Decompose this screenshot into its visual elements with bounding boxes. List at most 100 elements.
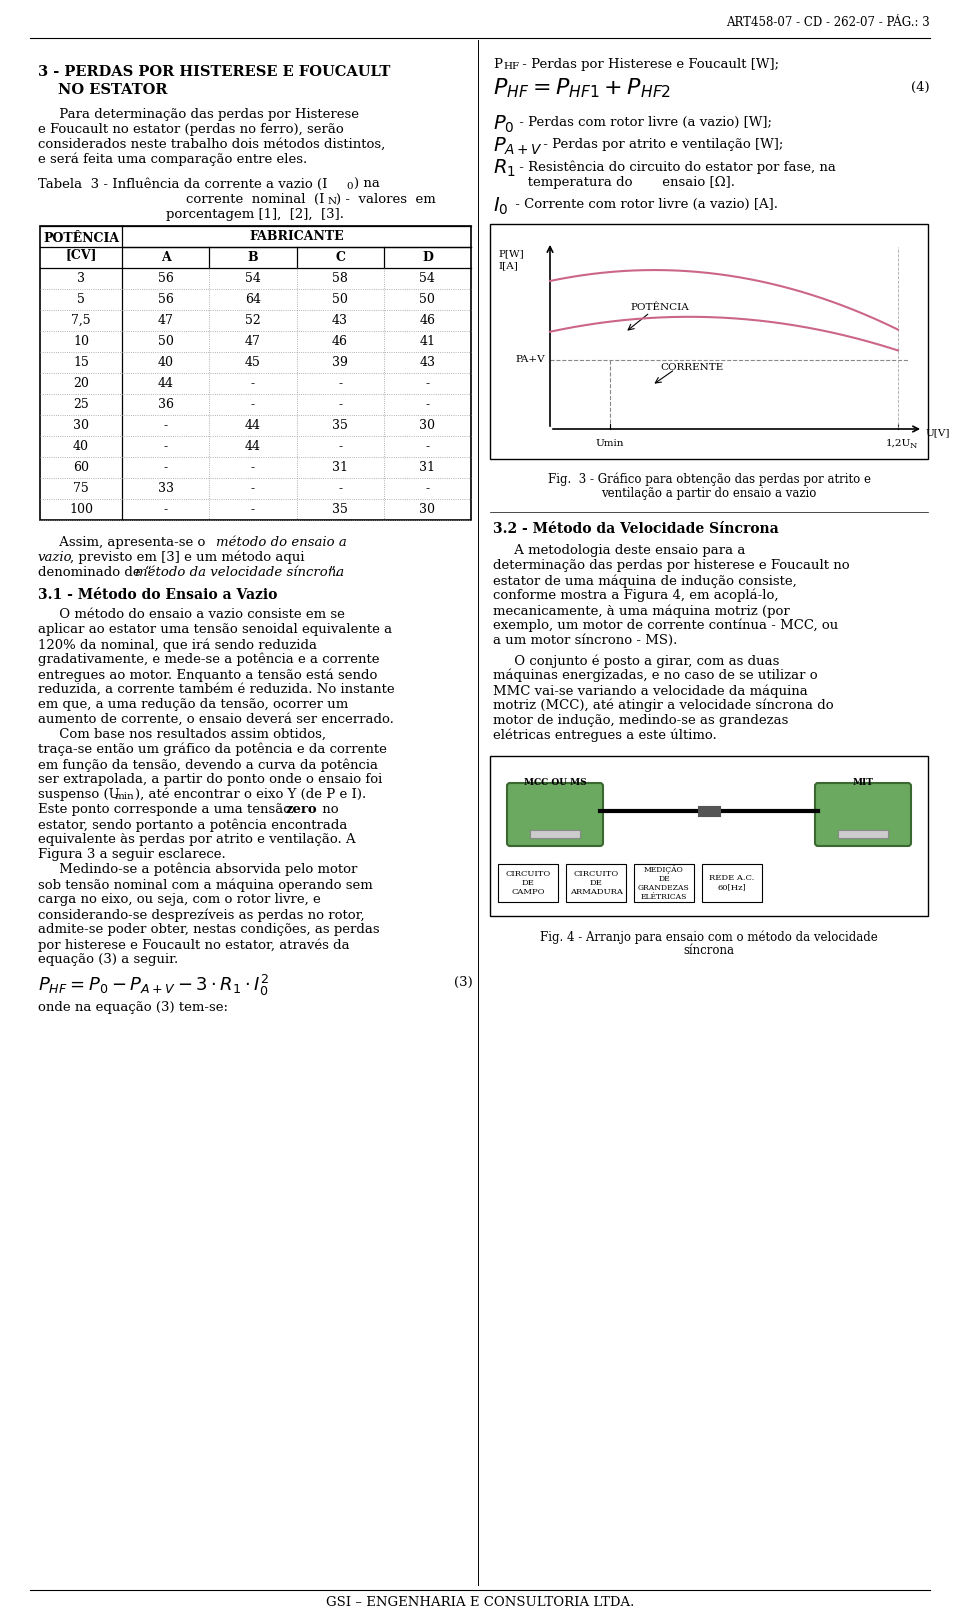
Text: Tabela  3 - Influência da corrente a vazio (I: Tabela 3 - Influência da corrente a vazi… — [38, 177, 327, 192]
Text: e será feita uma comparação entre eles.: e será feita uma comparação entre eles. — [38, 153, 307, 166]
Text: no: no — [318, 802, 339, 817]
Text: 36: 36 — [157, 398, 174, 411]
Text: -: - — [163, 461, 168, 474]
Text: A: A — [160, 251, 171, 264]
Text: 50: 50 — [420, 293, 435, 306]
Bar — [40, 226, 471, 520]
Text: -: - — [251, 377, 255, 390]
Text: -: - — [251, 461, 255, 474]
Text: N: N — [327, 197, 337, 206]
Bar — [702, 863, 762, 902]
Bar — [490, 224, 928, 459]
Text: HF: HF — [503, 61, 519, 71]
Text: D: D — [422, 251, 433, 264]
Text: 31: 31 — [332, 461, 348, 474]
Text: -: - — [425, 398, 429, 411]
Text: 35: 35 — [332, 419, 348, 432]
Text: 75: 75 — [73, 482, 89, 495]
Text: -: - — [163, 419, 168, 432]
Text: P[W]: P[W] — [498, 250, 524, 258]
Text: CORRENTE: CORRENTE — [660, 362, 723, 372]
Text: 25: 25 — [73, 398, 89, 411]
Text: 44: 44 — [245, 440, 261, 453]
Text: 15: 15 — [73, 356, 89, 369]
Text: 39: 39 — [332, 356, 348, 369]
Bar — [838, 830, 888, 838]
Text: Este ponto corresponde a uma tensão: Este ponto corresponde a uma tensão — [38, 802, 296, 817]
Text: 30: 30 — [420, 503, 436, 516]
Text: exemplo, um motor de corrente contínua - MCC, ou: exemplo, um motor de corrente contínua -… — [493, 619, 838, 633]
Text: -: - — [425, 377, 429, 390]
Text: ) -  valores  em: ) - valores em — [335, 193, 435, 206]
Text: N: N — [910, 441, 918, 449]
Bar — [634, 863, 694, 902]
Text: 56: 56 — [157, 272, 174, 285]
Text: 7,5: 7,5 — [71, 314, 91, 327]
Text: C: C — [335, 251, 346, 264]
Text: -: - — [251, 482, 255, 495]
Bar — [498, 863, 558, 902]
Text: 35: 35 — [332, 503, 348, 516]
Text: 3: 3 — [77, 272, 85, 285]
Text: O conjunto é posto a girar, com as duas: O conjunto é posto a girar, com as duas — [493, 654, 780, 667]
Text: 100: 100 — [69, 503, 93, 516]
Text: 30: 30 — [73, 419, 89, 432]
Text: 31: 31 — [420, 461, 436, 474]
Text: Fig. 4 - Arranjo para ensaio com o método da velocidade: Fig. 4 - Arranjo para ensaio com o métod… — [540, 930, 877, 944]
Text: ART458-07 - CD - 262-07 - PÁG.: 3: ART458-07 - CD - 262-07 - PÁG.: 3 — [727, 16, 930, 29]
Text: 50: 50 — [157, 335, 174, 348]
Text: em que, a uma redução da tensão, ocorrer um: em que, a uma redução da tensão, ocorrer… — [38, 698, 348, 710]
Text: 41: 41 — [420, 335, 436, 348]
Text: P: P — [493, 58, 502, 71]
Text: 43: 43 — [332, 314, 348, 327]
Text: 43: 43 — [420, 356, 436, 369]
Text: ser extrapolada, a partir do ponto onde o ensaio foi: ser extrapolada, a partir do ponto onde … — [38, 773, 382, 786]
Text: , previsto em [3] e um método aqui: , previsto em [3] e um método aqui — [70, 551, 304, 564]
Text: A metodologia deste ensaio para a: A metodologia deste ensaio para a — [493, 545, 745, 557]
Text: 0: 0 — [346, 182, 352, 192]
Text: $R_1$: $R_1$ — [493, 158, 516, 179]
Text: sob tensão nominal com a máquina operando sem: sob tensão nominal com a máquina operand… — [38, 878, 372, 891]
Text: ”.: ”. — [328, 565, 339, 578]
Text: gradativamente, e mede-se a potência e a corrente: gradativamente, e mede-se a potência e a… — [38, 652, 379, 667]
Text: REDE A.C.
60[Hz]: REDE A.C. 60[Hz] — [709, 875, 755, 891]
Text: Figura 3 a seguir esclarece.: Figura 3 a seguir esclarece. — [38, 847, 226, 860]
Text: a um motor síncrono - MS).: a um motor síncrono - MS). — [493, 635, 678, 648]
Text: B: B — [248, 251, 258, 264]
Text: -: - — [163, 503, 168, 516]
FancyBboxPatch shape — [815, 783, 911, 846]
Text: 10: 10 — [73, 335, 89, 348]
Text: síncrona: síncrona — [684, 944, 734, 957]
Text: $P_{HF} = P_0 - P_{A+V} - 3 \cdot R_1 \cdot I_0^2$: $P_{HF} = P_0 - P_{A+V} - 3 \cdot R_1 \c… — [38, 973, 269, 999]
Text: motor de indução, medindo-se as grandezas: motor de indução, medindo-se as grandeza… — [493, 714, 788, 727]
Text: método do ensaio a: método do ensaio a — [216, 536, 347, 549]
Text: 3.2 - Método da Velocidade Síncrona: 3.2 - Método da Velocidade Síncrona — [493, 522, 779, 536]
Text: $P_{A+V}$: $P_{A+V}$ — [493, 135, 543, 158]
Text: U[V]: U[V] — [925, 429, 949, 438]
Text: 3.1 - Método do Ensaio a Vazio: 3.1 - Método do Ensaio a Vazio — [38, 588, 277, 603]
Text: temperatura do       ensaio [Ω].: temperatura do ensaio [Ω]. — [515, 176, 735, 188]
Text: 60: 60 — [73, 461, 89, 474]
Text: zero: zero — [286, 802, 318, 817]
Text: -: - — [338, 377, 342, 390]
Text: $P_{HF}=P_{HF1}+P_{HF2}$: $P_{HF}=P_{HF1}+P_{HF2}$ — [493, 76, 671, 100]
Text: POTÊNCIA: POTÊNCIA — [630, 303, 688, 313]
Text: determinação das perdas por histerese e Foucault no: determinação das perdas por histerese e … — [493, 559, 850, 572]
Text: 50: 50 — [332, 293, 348, 306]
Text: 40: 40 — [73, 440, 89, 453]
Text: -: - — [338, 398, 342, 411]
Text: em função da tensão, devendo a curva da potência: em função da tensão, devendo a curva da … — [38, 759, 378, 772]
Text: -: - — [163, 440, 168, 453]
Text: entregues ao motor. Enquanto a tensão está sendo: entregues ao motor. Enquanto a tensão es… — [38, 669, 377, 681]
Text: FABRICANTE: FABRICANTE — [250, 230, 344, 243]
Text: considerando-se desprezíveis as perdas no rotor,: considerando-se desprezíveis as perdas n… — [38, 909, 365, 921]
Text: elétricas entregues a este último.: elétricas entregues a este último. — [493, 730, 717, 743]
Text: 33: 33 — [157, 482, 174, 495]
Text: método da velocidade síncrona: método da velocidade síncrona — [135, 565, 344, 578]
Text: por histerese e Foucault no estator, através da: por histerese e Foucault no estator, atr… — [38, 938, 349, 952]
Text: 46: 46 — [332, 335, 348, 348]
Text: 1,2U: 1,2U — [885, 440, 911, 448]
Text: 20: 20 — [73, 377, 89, 390]
Text: vazio: vazio — [38, 551, 73, 564]
Text: O método do ensaio a vazio consiste em se: O método do ensaio a vazio consiste em s… — [38, 607, 345, 620]
